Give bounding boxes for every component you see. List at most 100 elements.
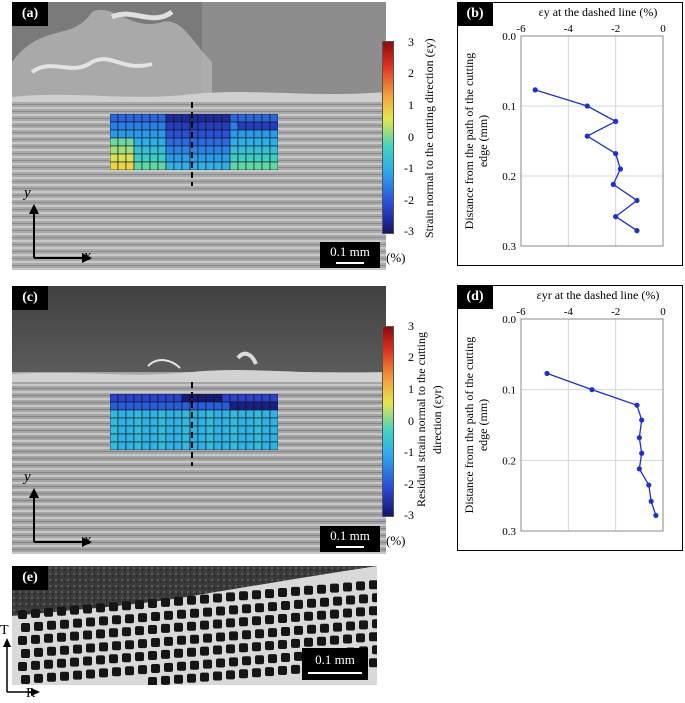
strain-cell [181, 161, 191, 171]
strain-cell [237, 137, 247, 147]
strain-cell [269, 433, 279, 443]
wood-cell-lumen [190, 608, 199, 618]
data-point [639, 417, 645, 423]
strain-cell [157, 417, 167, 427]
strain-cell [125, 441, 135, 451]
wood-cell-lumen [213, 593, 222, 603]
strain-cell [205, 137, 215, 147]
cbar-a-tick-1: 1 [408, 98, 414, 112]
strain-cell [245, 425, 255, 435]
strain-cell [229, 417, 239, 427]
wood-cell-lumen [34, 647, 43, 657]
wood-cell-lumen [83, 630, 92, 640]
strain-cell [197, 401, 207, 411]
panel-c-colorbar-unit: (%) [386, 533, 406, 548]
wood-cell-lumen [281, 653, 290, 662]
strain-cell [237, 425, 247, 435]
wood-cell-lumen [174, 674, 183, 684]
wood-cell-lumen [31, 660, 40, 670]
strain-cell [117, 417, 127, 427]
wood-cell-lumen [138, 639, 147, 649]
strain-cell [109, 161, 119, 171]
strain-cell [269, 153, 279, 163]
strain-cell [133, 161, 143, 171]
strain-cell [205, 113, 215, 123]
strain-cell [213, 409, 223, 419]
data-point [653, 512, 659, 519]
chart-title: εy at the dashed line (%) [539, 5, 658, 19]
wood-cell-lumen [125, 666, 134, 676]
strain-cell [173, 425, 183, 435]
strain-cell [173, 433, 183, 443]
wood-cell-lumen [99, 616, 108, 626]
strain-cell [253, 425, 263, 435]
wood-cell-lumen [73, 670, 82, 680]
strain-cell [197, 425, 207, 435]
wood-cell-lumen [174, 596, 183, 606]
strain-cell [157, 145, 167, 155]
strain-cell [173, 393, 183, 403]
wood-cell-lumen [291, 664, 300, 674]
y-tick-label: 0.2 [502, 455, 516, 467]
strain-cell [245, 417, 255, 427]
wood-cell-lumen [86, 617, 95, 627]
strain-cell [125, 137, 135, 147]
strain-cell [253, 401, 263, 411]
strain-cell [141, 409, 151, 419]
strain-cell [237, 113, 247, 123]
strain-cell [165, 393, 175, 403]
strain-cell [181, 433, 191, 443]
strain-cell [229, 153, 239, 163]
strain-cell [165, 161, 175, 171]
wood-cell-lumen [161, 649, 170, 659]
wood-cell-lumen [369, 658, 377, 668]
strain-cell [213, 161, 223, 171]
strain-cell [157, 401, 167, 411]
strain-cell [253, 113, 263, 123]
panel-a-dashed-line [191, 102, 193, 186]
cbar-a-tick-m1: -1 [404, 161, 414, 175]
wood-cell-lumen [112, 641, 121, 651]
panel-a-colorbar-ticks: 3 2 1 0 -1 -2 -3 [392, 35, 422, 240]
y-tick-label: 0.2 [502, 171, 516, 183]
strain-cell [173, 145, 183, 155]
wood-cell-lumen [99, 668, 108, 678]
strain-cell [197, 393, 207, 403]
strain-cell [229, 441, 239, 451]
wood-cell-lumen [239, 617, 248, 627]
wood-cell-lumen [239, 643, 248, 653]
strain-cell [269, 137, 279, 147]
wood-cell-lumen [190, 634, 199, 644]
wood-cell-lumen [138, 613, 147, 623]
strain-cell [205, 393, 215, 403]
y-tick-label: 0.0 [502, 314, 516, 326]
y-tick-label: 0.1 [502, 101, 516, 113]
wood-cell-lumen [343, 634, 352, 644]
wood-cell-lumen [252, 616, 261, 626]
cbar-c-tick-m1: -1 [404, 445, 414, 459]
data-point [532, 87, 538, 93]
x-tick-label: -6 [516, 23, 526, 35]
wood-cell-lumen [21, 623, 30, 632]
wood-cell-lumen [190, 660, 199, 670]
strain-cell [213, 129, 223, 139]
strain-cell [173, 113, 183, 123]
wood-cell-lumen [164, 662, 173, 672]
wood-cell-lumen [242, 630, 251, 640]
strain-cell [109, 409, 119, 419]
wood-cell-lumen [57, 606, 66, 616]
wood-cell-lumen [346, 621, 355, 631]
wood-cell-lumen [161, 675, 170, 685]
strain-cell [205, 409, 215, 419]
wood-cell-lumen [174, 648, 183, 658]
wood-cell-lumen [317, 636, 326, 646]
wood-cell-lumen [187, 647, 196, 657]
strain-cell [157, 113, 167, 123]
strain-cell [157, 153, 167, 163]
wood-cell-lumen [330, 583, 339, 593]
strain-cell [149, 145, 159, 155]
panel-c-x-axis-letter: x [84, 532, 91, 548]
panel-a-colorbar [382, 41, 394, 234]
strain-cell [205, 161, 215, 171]
strain-cell [213, 441, 223, 451]
